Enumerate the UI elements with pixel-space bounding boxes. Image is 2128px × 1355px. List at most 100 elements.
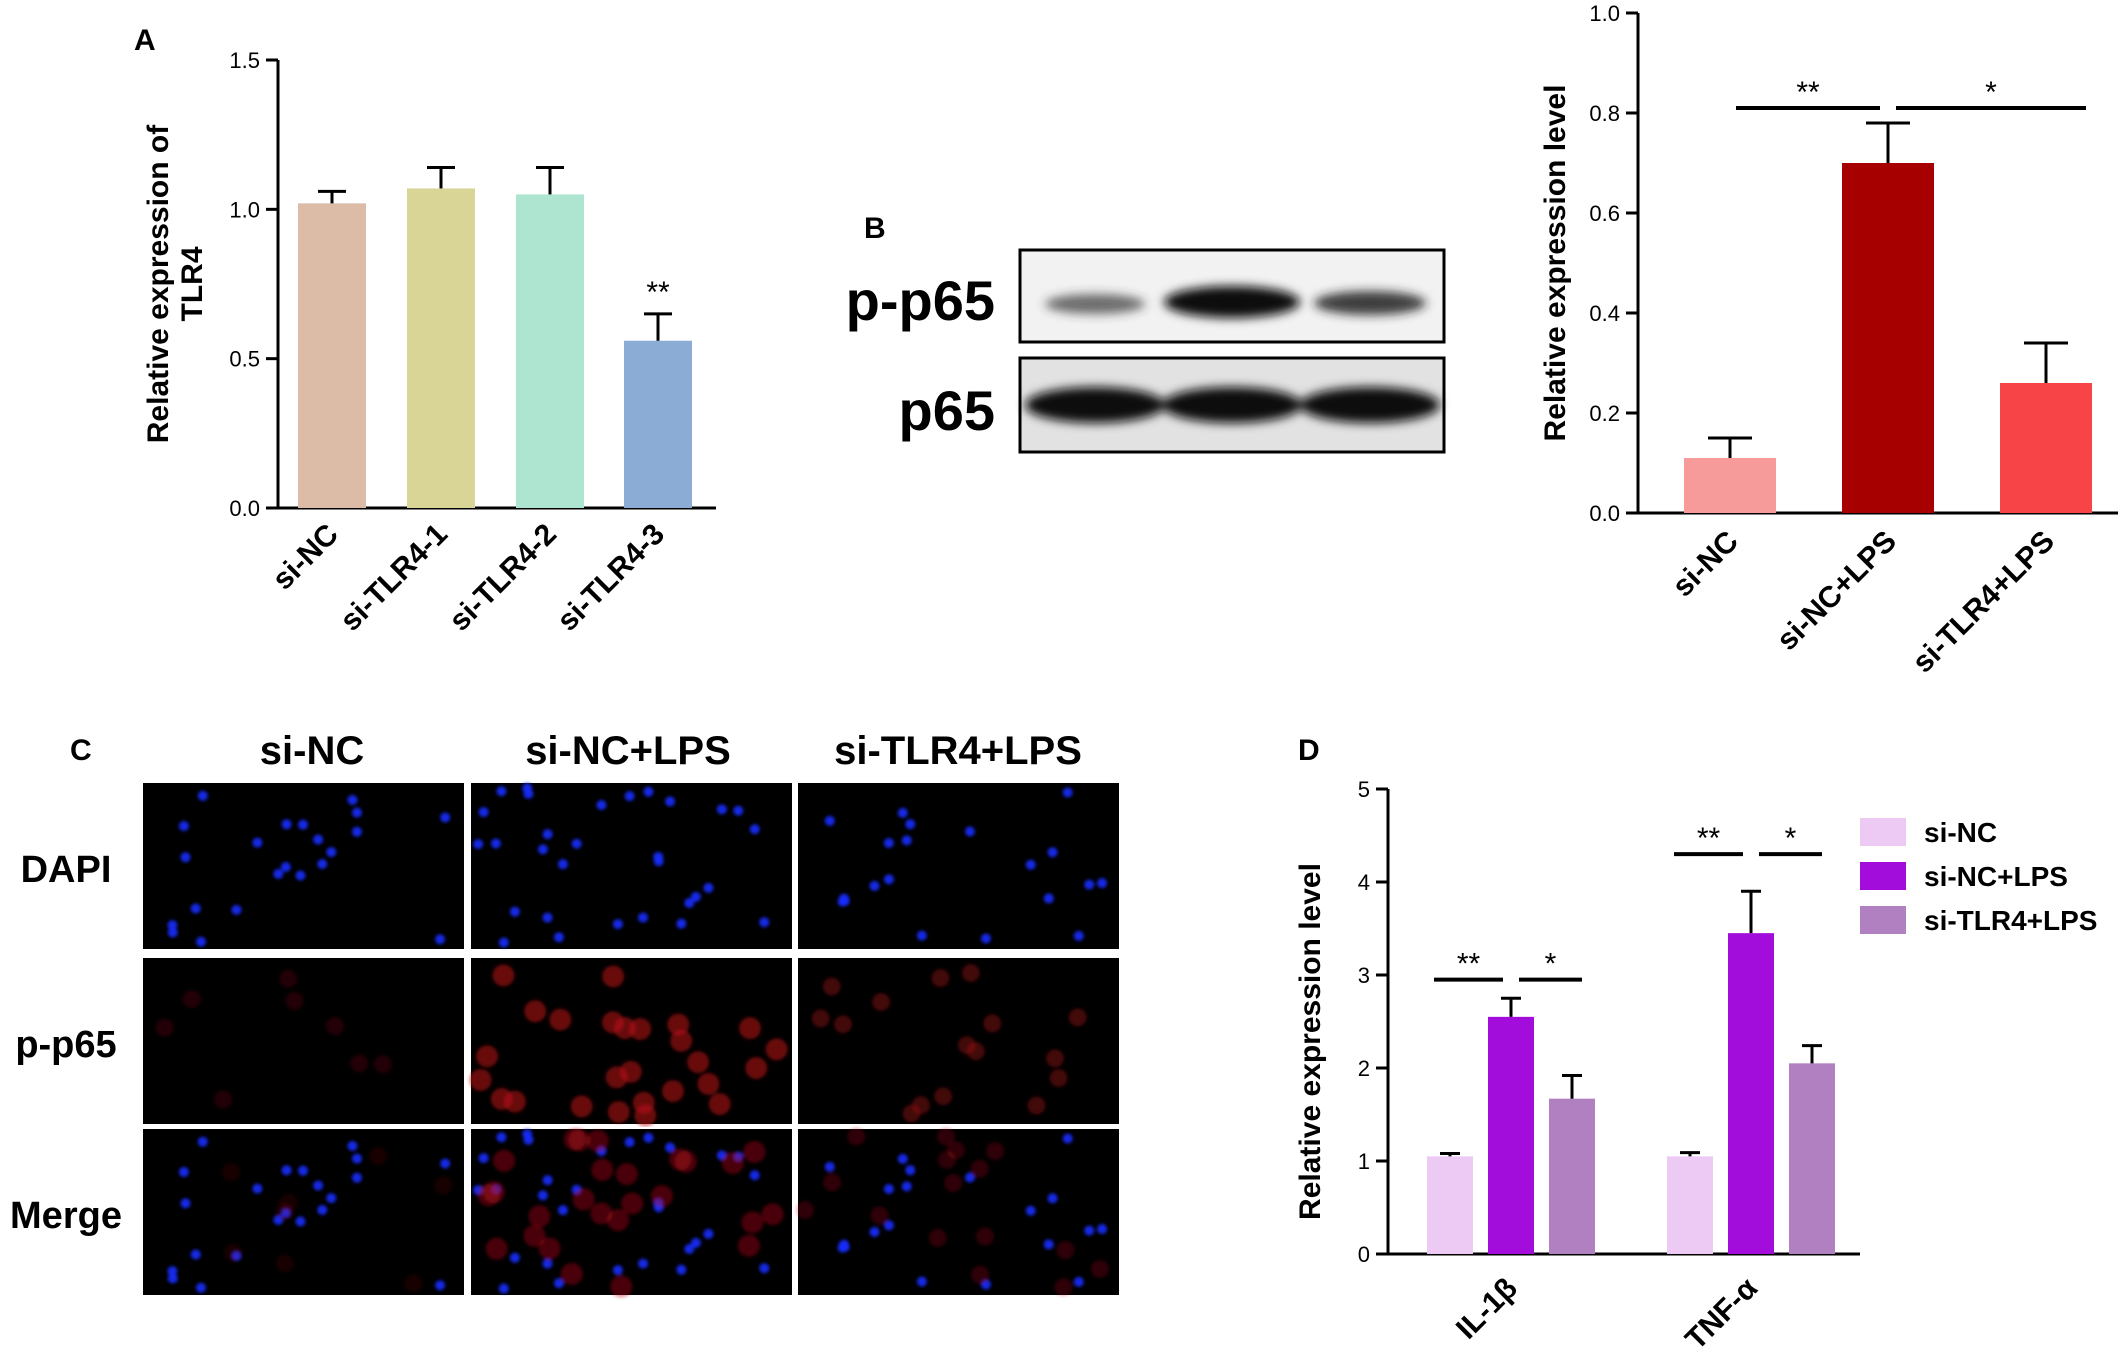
cell-red <box>936 1127 955 1146</box>
nucleus-blue <box>347 794 358 805</box>
cell-red <box>223 1243 242 1262</box>
cell-red <box>983 1014 1002 1033</box>
cell-red <box>687 1051 710 1074</box>
y-tick-label: 2 <box>1358 1056 1370 1081</box>
nucleus-blue <box>509 906 520 917</box>
nucleus-blue <box>542 829 553 840</box>
nucleus-blue <box>1073 930 1084 941</box>
cell-red <box>721 1152 744 1175</box>
cell-red <box>946 1141 965 1160</box>
cell-red <box>570 1095 593 1118</box>
nucleus-blue <box>1073 1276 1084 1287</box>
cell-red <box>1068 1008 1087 1027</box>
nucleus-blue <box>612 919 623 930</box>
nucleus-blue <box>1097 878 1108 889</box>
blot-label-p65: p65 <box>899 379 996 442</box>
cell-red <box>610 1275 633 1298</box>
nucleus-blue <box>1062 787 1073 798</box>
nucleus-blue <box>1062 1133 1073 1144</box>
cell-red <box>373 1055 392 1074</box>
micro-cells <box>167 1136 453 1293</box>
micro-column-label: si-TLR4+LPS <box>834 729 1082 773</box>
nucleus-blue <box>897 1153 908 1164</box>
cell-red <box>591 1158 614 1181</box>
nucleus-blue <box>1084 879 1095 890</box>
nucleus-blue <box>643 1132 654 1143</box>
cell-red <box>602 965 625 988</box>
bar-si-nc-lps-1 <box>1728 933 1774 1254</box>
cell-red <box>586 1129 609 1152</box>
nucleus-blue <box>295 870 306 881</box>
nucleus-blue <box>496 786 507 797</box>
y-axis-title-line: TLR4 <box>176 246 209 321</box>
nucleus-blue <box>298 1165 309 1176</box>
nucleus-blue <box>195 936 206 947</box>
band-p65-si-nc-lps <box>1162 387 1302 423</box>
nucleus-blue <box>665 796 676 807</box>
nucleus-blue <box>596 800 607 811</box>
nucleus-blue <box>252 1183 263 1194</box>
nucleus-blue <box>665 1142 676 1153</box>
nucleus-blue <box>883 838 894 849</box>
cell-red <box>572 1188 595 1211</box>
nucleus-blue <box>326 847 337 858</box>
nucleus-blue <box>509 1252 520 1263</box>
nucleus-blue <box>553 932 564 943</box>
cell-red <box>182 990 201 1009</box>
band-p-p65-si-nc <box>1045 294 1145 314</box>
nucleus-blue <box>478 807 489 818</box>
nucleus-blue <box>1047 1193 1058 1204</box>
significance-label: * <box>1785 822 1797 855</box>
bar-si-nc-lps <box>1842 163 1934 513</box>
cell-red <box>560 1262 583 1285</box>
nucleus-blue <box>281 819 292 830</box>
cell-red <box>650 1185 673 1208</box>
cell-red <box>601 1011 624 1034</box>
cell-red <box>670 1029 693 1052</box>
cell-red <box>503 1090 526 1113</box>
cell-red <box>796 1201 815 1220</box>
cell-red <box>434 1176 453 1195</box>
micro-image-dapi-si-nc <box>141 781 466 951</box>
nucleus-blue <box>498 1283 509 1294</box>
cell-red <box>222 1162 241 1181</box>
x-tick-label: IL-1β <box>1450 1272 1524 1346</box>
cell-red <box>986 1142 1005 1161</box>
nucleus-blue <box>317 859 328 870</box>
nucleus-blue <box>195 1282 206 1293</box>
nucleus-blue <box>690 891 701 902</box>
cell-red <box>279 1193 298 1212</box>
micro-cells <box>796 1127 1109 1297</box>
panel-letter-c: C <box>70 734 92 767</box>
cell-red <box>568 1129 591 1152</box>
y-tick-label: 1.0 <box>1589 1 1620 26</box>
panel-letter-b: B <box>864 212 886 245</box>
micro-row-label: DAPI <box>21 849 112 891</box>
cell-red <box>350 1054 369 1073</box>
bar-si-tlr4-1 <box>407 188 475 508</box>
legend-label: si-NC <box>1924 817 1997 848</box>
nucleus-blue <box>542 1258 553 1269</box>
nucleus-blue <box>759 917 770 928</box>
nucleus-blue <box>542 912 553 923</box>
significance-label: * <box>1985 76 1997 109</box>
cell-red <box>745 1057 768 1080</box>
cell-red <box>477 1184 500 1207</box>
nucleus-blue <box>638 1258 649 1269</box>
nucleus-blue <box>824 815 835 826</box>
cell-red <box>275 1254 294 1273</box>
cell-red <box>976 1227 995 1246</box>
micro-cells <box>473 783 770 948</box>
cell-red <box>493 1149 516 1172</box>
x-tick-label: si-TLR4-1 <box>334 518 454 638</box>
y-tick-label: 4 <box>1358 870 1370 895</box>
micro-row-label: p-p65 <box>15 1024 116 1066</box>
nucleus-blue <box>496 1132 507 1143</box>
cell-red <box>285 991 304 1010</box>
micro-image-p-p65-si-nc <box>141 956 466 1126</box>
nucleus-blue <box>1025 1205 1036 1216</box>
nucleus-blue <box>901 1181 912 1192</box>
nucleus-blue <box>905 819 916 830</box>
x-tick-label: si-TLR4+LPS <box>1906 525 2061 680</box>
